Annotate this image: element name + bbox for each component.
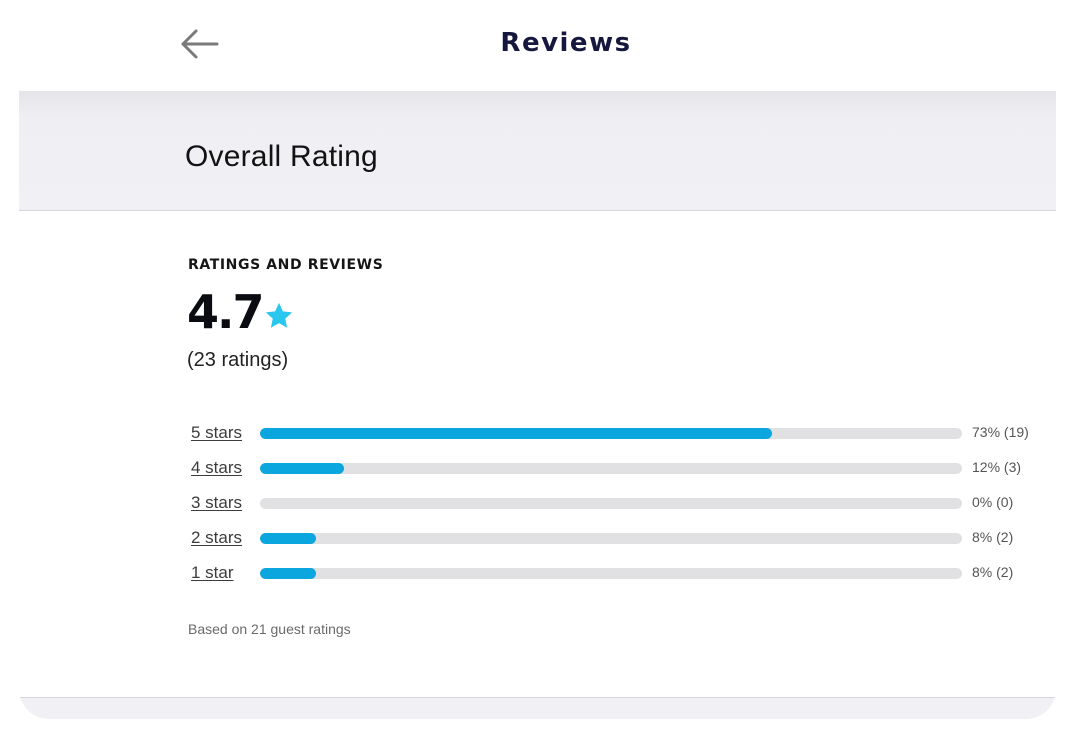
section-header: Overall Rating [19,91,1056,211]
rating-row-label[interactable]: 2 stars [191,528,243,547]
rating-bar-fill [260,568,317,579]
arrow-left-icon [181,29,219,59]
rating-row-label[interactable]: 5 stars [191,423,243,442]
rating-bar-fill [260,428,773,439]
rating-row-3: 3 stars 0% (0) [19,488,1056,518]
rating-bar-fill [260,533,317,544]
rating-row-1: 1 star 8% (2) [19,558,1056,588]
ratings-heading: RATINGS AND REVIEWS [188,257,384,273]
page-title: Reviews [500,28,632,58]
card-bottom-strip [19,697,1056,719]
rating-row-4: 4 stars 12% (3) [19,453,1056,483]
rating-row-value: 12% (3) [972,459,1022,475]
rating-bar-track [260,498,962,509]
rating-bar-track [260,463,962,474]
rating-row-5: 5 stars 73% (19) [19,418,1056,448]
rating-row-value: 8% (2) [972,564,1014,580]
rating-bar-track [260,568,962,579]
ratings-footnote: Based on 21 guest ratings [188,621,351,637]
average-score: 4.7 [187,285,264,339]
rating-row-label[interactable]: 1 star [191,563,234,582]
rating-bar-fill [260,463,345,474]
section-title: Overall Rating [185,140,378,173]
rating-row-value: 0% (0) [972,494,1014,510]
rating-row-value: 73% (19) [972,424,1029,440]
rating-row-2: 2 stars 8% (2) [19,523,1056,553]
top-bar: Reviews [0,0,1072,91]
star-icon [265,302,293,328]
rating-row-label[interactable]: 3 stars [191,493,243,512]
rating-bar-track [260,533,962,544]
rating-bar-track [260,428,962,439]
rating-card: Overall Rating RATINGS AND REVIEWS 4.7 (… [19,91,1056,719]
rating-row-value: 8% (2) [972,529,1014,545]
back-button[interactable] [178,26,222,62]
ratings-count: (23 ratings) [187,349,289,371]
rating-row-label[interactable]: 4 stars [191,458,243,477]
